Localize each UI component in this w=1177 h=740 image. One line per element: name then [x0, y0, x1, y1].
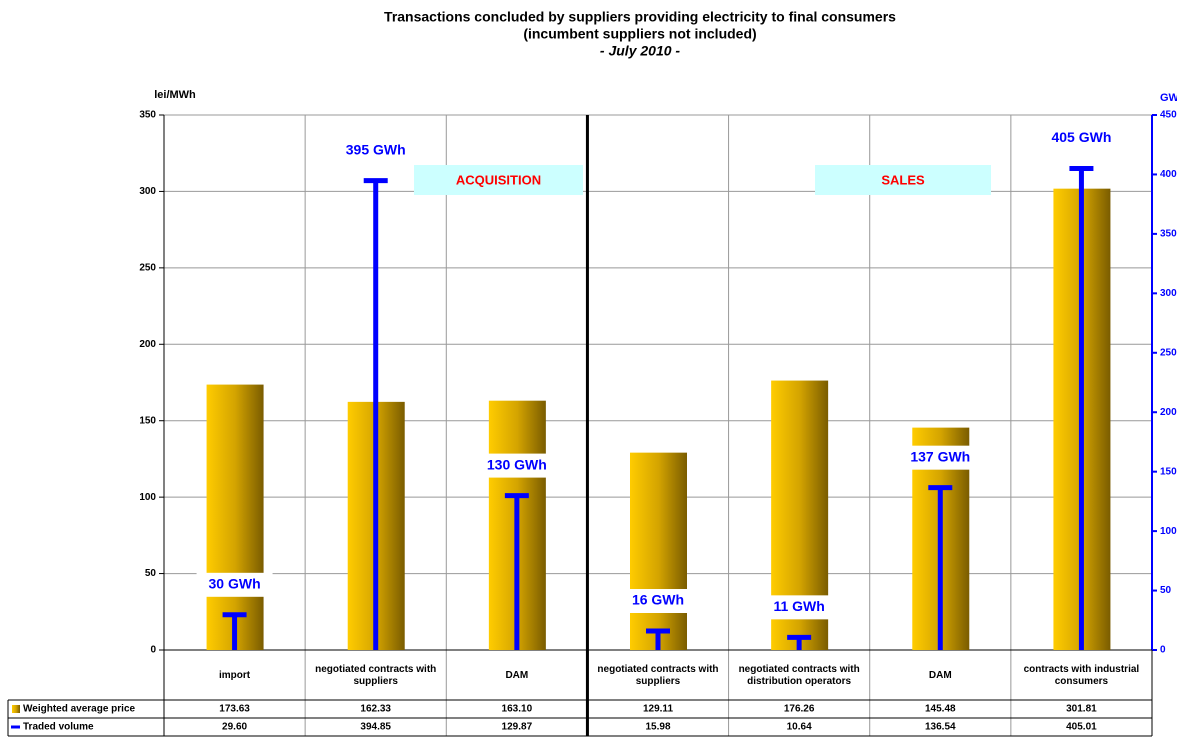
data-label-bg: [196, 572, 273, 597]
data-label-bg: [337, 138, 414, 163]
y2-tick-label: 250: [1160, 347, 1177, 358]
legend-label: Traded volume: [23, 722, 94, 733]
table-value: 173.63: [219, 704, 250, 715]
y2-tick-label: 350: [1160, 229, 1177, 240]
category-cell: import: [219, 670, 251, 681]
category-cell: negotiated contracts with distribution o…: [738, 664, 860, 687]
y2-tick-label: 0: [1160, 645, 1166, 656]
y2-tick-label: 300: [1160, 288, 1177, 299]
y-tick-label: 350: [139, 110, 156, 121]
table-value: 136.54: [925, 722, 956, 733]
data-label: 11 GWh: [773, 598, 824, 614]
x-tick-label: contracts with industrial consumers: [1023, 664, 1140, 687]
data-label: 405 GWh: [1051, 129, 1111, 145]
y2-axis-title: GWh: [1160, 92, 1177, 104]
y-axis-title: lei/MWh: [154, 89, 196, 101]
table-value: 10.64: [787, 722, 812, 733]
y-tick-label: 300: [139, 186, 156, 197]
table-value: 129.11: [643, 704, 673, 715]
data-label-bg: [902, 445, 979, 470]
annotation-box: [414, 165, 583, 195]
data-label: 130 GWh: [487, 456, 547, 472]
table-value: 129.87: [502, 722, 533, 733]
x-tick-label: negotiated contracts with distribution o…: [738, 664, 860, 687]
y2-tick-label: 100: [1160, 526, 1177, 537]
category-cell: DAM: [928, 670, 952, 681]
category-cell: negotiated contracts with suppliers: [597, 664, 719, 687]
bar: [630, 452, 687, 650]
chart-title: Transactions concluded by suppliers prov…: [384, 9, 896, 25]
data-label: 395 GWh: [346, 141, 406, 157]
x-tick-label: DAM: [928, 670, 952, 681]
data-label: 30 GWh: [209, 576, 261, 592]
y-tick-label: 250: [139, 262, 156, 273]
table-value: 163.10: [502, 704, 533, 715]
legend-label: Weighted average price: [23, 704, 136, 715]
x-tick-label: negotiated contracts with suppliers: [597, 664, 719, 687]
y-tick-label: 50: [145, 568, 157, 579]
table-value: 405.01: [1066, 722, 1097, 733]
y-tick-label: 200: [139, 339, 156, 350]
table-value: 176.26: [784, 704, 815, 715]
table-value: 15.98: [645, 722, 670, 733]
y2-tick-label: 400: [1160, 169, 1177, 180]
table-value: 162.33: [360, 704, 391, 715]
y-tick-label: 0: [150, 645, 156, 656]
legend-swatch: [12, 705, 20, 713]
chart-date: - July 2010 -: [600, 43, 680, 59]
table-value: 394.85: [360, 722, 391, 733]
y2-tick-label: 450: [1160, 110, 1177, 121]
y2-tick-label: 50: [1160, 585, 1172, 596]
chart-subtitle: (incumbent suppliers not included): [523, 26, 756, 42]
bar: [206, 384, 264, 650]
table-value: 145.48: [925, 704, 956, 715]
category-cell: negotiated contracts with suppliers: [315, 664, 437, 687]
annotation: ACQUISITION: [456, 172, 541, 187]
annotation-box: [815, 165, 991, 195]
data-label-bg: [478, 453, 555, 478]
annotation: SALES: [881, 172, 925, 187]
data-label-bg: [1043, 126, 1120, 151]
data-label: 137 GWh: [910, 448, 970, 464]
data-label-bg: [620, 589, 696, 614]
data-label: 16 GWh: [632, 592, 684, 608]
y-tick-label: 150: [139, 415, 156, 426]
y2-tick-label: 200: [1160, 407, 1177, 418]
x-tick-label: negotiated contracts with suppliers: [315, 664, 437, 687]
category-cell: DAM: [505, 670, 529, 681]
data-label-bg: [761, 595, 838, 620]
table-value: 301.81: [1066, 704, 1097, 715]
x-tick-label: DAM: [505, 670, 529, 681]
y2-tick-label: 150: [1160, 466, 1177, 477]
y-tick-label: 100: [139, 492, 156, 503]
x-tick-label: import: [219, 670, 251, 681]
category-cell: contracts with industrial consumers: [1023, 664, 1140, 687]
table-value: 29.60: [222, 722, 247, 733]
